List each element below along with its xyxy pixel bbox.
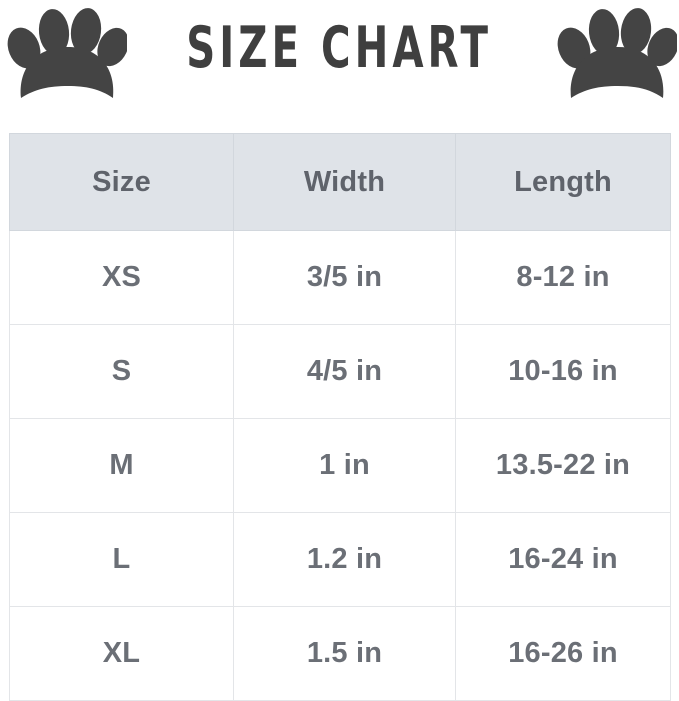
cell-length: 13.5-22 in xyxy=(455,418,671,513)
cell-width: 1.2 in xyxy=(233,512,456,607)
page-title-text: SIZE CHART xyxy=(186,14,493,81)
table-header-row: Size Width Length xyxy=(9,133,671,231)
column-header-length: Length xyxy=(455,133,671,231)
cell-size: XL xyxy=(9,606,234,701)
table-row: XL 1.5 in 16-26 in xyxy=(9,606,671,701)
page-title: SIZE CHART xyxy=(0,0,679,133)
cell-size: S xyxy=(9,324,234,419)
table-row: XS 3/5 in 8-12 in xyxy=(9,230,671,325)
cell-length: 16-24 in xyxy=(455,512,671,607)
table-row: M 1 in 13.5-22 in xyxy=(9,418,671,513)
table-row: S 4/5 in 10-16 in xyxy=(9,324,671,419)
table-body: XS 3/5 in 8-12 in S 4/5 in 10-16 in M 1 … xyxy=(9,230,671,701)
cell-size: XS xyxy=(9,230,234,325)
cell-size: L xyxy=(9,512,234,607)
column-header-width: Width xyxy=(233,133,456,231)
chart-header: SIZE CHART xyxy=(0,0,679,133)
paw-print-icon xyxy=(2,6,129,106)
size-chart-table: Size Width Length XS 3/5 in 8-12 in S 4/… xyxy=(9,133,671,701)
cell-length: 16-26 in xyxy=(455,606,671,701)
cell-size: M xyxy=(9,418,234,513)
cell-length: 10-16 in xyxy=(455,324,671,419)
cell-width: 4/5 in xyxy=(233,324,456,419)
cell-width: 1.5 in xyxy=(233,606,456,701)
cell-width: 1 in xyxy=(233,418,456,513)
paw-print-icon xyxy=(552,6,679,106)
cell-width: 3/5 in xyxy=(233,230,456,325)
cell-length: 8-12 in xyxy=(455,230,671,325)
column-header-size: Size xyxy=(9,133,234,231)
table-row: L 1.2 in 16-24 in xyxy=(9,512,671,607)
table-header: Size Width Length xyxy=(9,133,671,231)
